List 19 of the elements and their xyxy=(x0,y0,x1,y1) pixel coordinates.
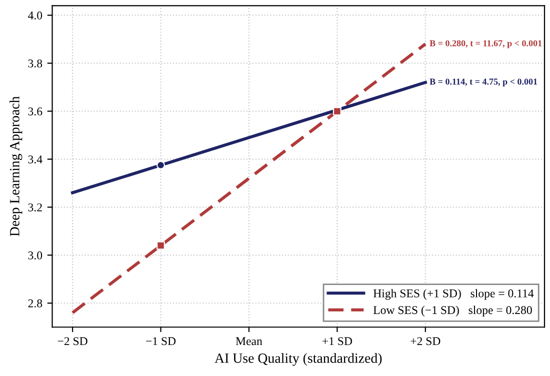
y-tick-label: 3.2 xyxy=(28,203,42,212)
y-tick-label: 3.8 xyxy=(28,59,42,68)
x-tick-label: +2 SD xyxy=(410,337,440,346)
y-axis-title: Deep Learning Approach xyxy=(10,96,22,236)
y-tick-label: 3.6 xyxy=(28,107,42,116)
x-tick-label: −2 SD xyxy=(58,337,88,346)
annotation: B = 0.280, t = 11.67, p < 0.001 xyxy=(430,40,542,48)
y-tick-label: 3.0 xyxy=(28,251,42,260)
y-tick-label: 3.4 xyxy=(28,155,42,164)
line-series xyxy=(71,80,427,194)
annotation: B = 0.114, t = 4.75, p < 0.001 xyxy=(430,78,538,87)
legend-label: Low SES (−1 SD) slope = 0.280 xyxy=(373,306,532,316)
x-axis-title: AI Use Quality (standardized) xyxy=(214,353,382,366)
y-tick-label: 4.0 xyxy=(28,11,42,20)
legend-label: High SES (+1 SD) slope = 0.114 xyxy=(373,289,534,300)
x-tick-label: −1 SD xyxy=(146,337,176,346)
x-tick-label: +1 SD xyxy=(322,337,352,346)
y-tick-label: 2.8 xyxy=(28,299,42,308)
x-tick-label: Mean xyxy=(236,337,262,346)
